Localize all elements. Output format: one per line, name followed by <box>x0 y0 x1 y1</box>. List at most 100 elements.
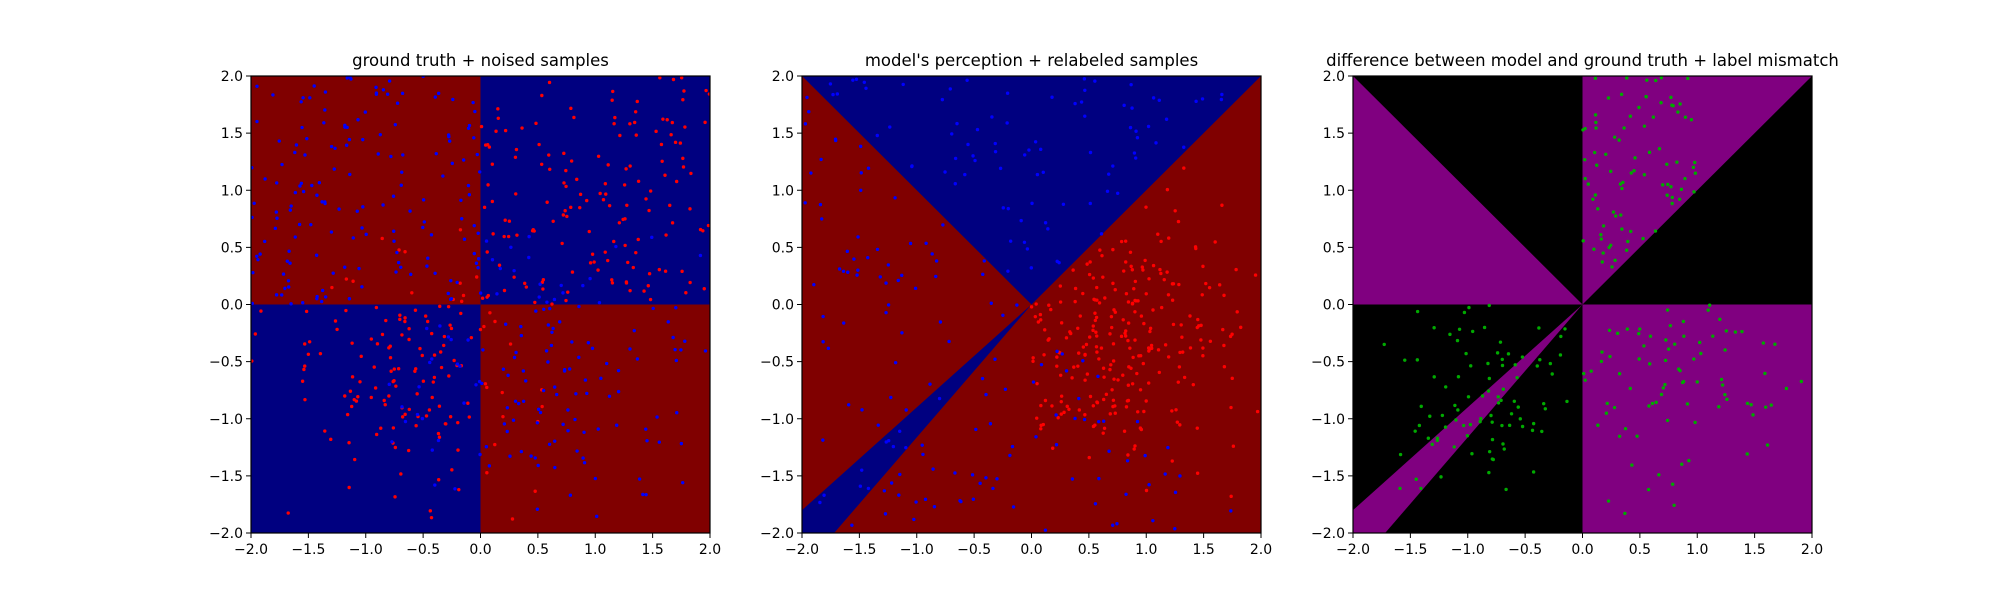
data-point <box>1681 319 1686 324</box>
data-point <box>474 261 479 265</box>
data-point <box>1188 314 1192 318</box>
data-point <box>1064 336 1069 340</box>
y-tick-label: −0.5 <box>1311 355 1345 371</box>
data-point <box>323 295 328 299</box>
data-point <box>1583 157 1587 162</box>
data-point <box>1520 355 1525 359</box>
data-point <box>356 118 360 122</box>
data-point <box>1022 240 1027 244</box>
data-point <box>971 154 975 158</box>
data-point <box>1650 401 1655 406</box>
data-point <box>374 92 379 96</box>
data-point <box>1468 422 1473 427</box>
data-point <box>357 266 361 271</box>
data-point <box>587 229 591 234</box>
data-point <box>388 356 393 360</box>
data-point <box>538 282 542 286</box>
data-point <box>898 472 902 477</box>
data-point <box>421 225 425 230</box>
x-tick-label: 1.5 <box>1743 542 1765 558</box>
region-mismatch-band <box>1353 304 1583 533</box>
data-point <box>821 314 825 319</box>
data-point <box>273 226 278 231</box>
data-point <box>1614 214 1618 218</box>
data-point <box>1443 425 1448 429</box>
data-point <box>934 259 939 263</box>
data-point <box>828 82 833 86</box>
data-point <box>513 399 518 403</box>
data-point <box>888 125 892 129</box>
data-point <box>1718 317 1722 322</box>
data-point <box>449 337 453 342</box>
data-point <box>1725 397 1729 402</box>
data-point <box>1171 322 1176 327</box>
data-point <box>1199 338 1203 342</box>
data-point <box>575 177 579 182</box>
data-point <box>1178 350 1182 355</box>
data-point <box>344 143 349 147</box>
data-point <box>1707 303 1712 307</box>
data-point <box>616 368 621 373</box>
data-point <box>294 143 299 147</box>
data-point <box>1139 427 1144 432</box>
x-tick-label: 2.0 <box>1801 542 1823 558</box>
data-point <box>1537 326 1541 330</box>
data-point <box>521 369 526 373</box>
data-point <box>462 237 467 241</box>
data-point <box>355 209 359 213</box>
data-point <box>1051 446 1055 450</box>
data-point <box>1623 426 1628 431</box>
data-point <box>988 422 993 426</box>
data-point <box>1122 269 1126 273</box>
data-point <box>403 316 407 320</box>
y-tick-label: 1.5 <box>772 126 794 142</box>
data-point <box>1083 88 1087 92</box>
data-point <box>1719 377 1724 382</box>
points <box>1382 76 1804 516</box>
data-point <box>1617 434 1622 438</box>
data-point <box>1102 426 1107 430</box>
data-point <box>1624 248 1629 252</box>
data-point <box>360 226 364 230</box>
data-point <box>1799 379 1804 384</box>
data-point <box>588 276 592 281</box>
data-point <box>303 364 307 368</box>
data-point <box>1749 403 1753 407</box>
data-point <box>448 297 453 301</box>
data-point <box>527 234 531 239</box>
data-point <box>1661 386 1666 390</box>
data-point <box>450 468 454 472</box>
data-point <box>670 221 675 225</box>
data-point <box>399 265 403 269</box>
data-point <box>438 324 442 328</box>
data-point <box>553 465 557 470</box>
data-point <box>1157 98 1161 102</box>
data-point <box>1496 401 1501 405</box>
data-point <box>566 290 570 294</box>
data-point <box>943 170 947 174</box>
data-point <box>570 340 574 344</box>
data-point <box>486 183 490 187</box>
data-point <box>1599 237 1603 241</box>
data-point <box>1175 420 1180 424</box>
data-point <box>1490 437 1495 442</box>
data-point <box>466 183 471 188</box>
data-point <box>673 140 678 145</box>
data-point <box>1126 300 1131 304</box>
data-point <box>476 266 480 270</box>
data-point <box>305 136 309 141</box>
data-point <box>564 184 568 189</box>
data-point <box>866 166 871 170</box>
data-point <box>1398 452 1403 457</box>
plot-area <box>251 76 710 533</box>
data-point <box>1706 308 1710 312</box>
data-point <box>478 327 483 332</box>
data-point <box>560 241 564 246</box>
data-point <box>1615 331 1620 336</box>
data-point <box>596 427 600 431</box>
data-point <box>1686 76 1690 81</box>
data-point <box>628 122 632 126</box>
data-point <box>519 333 524 338</box>
data-point <box>1745 452 1749 456</box>
data-point <box>1121 373 1125 377</box>
